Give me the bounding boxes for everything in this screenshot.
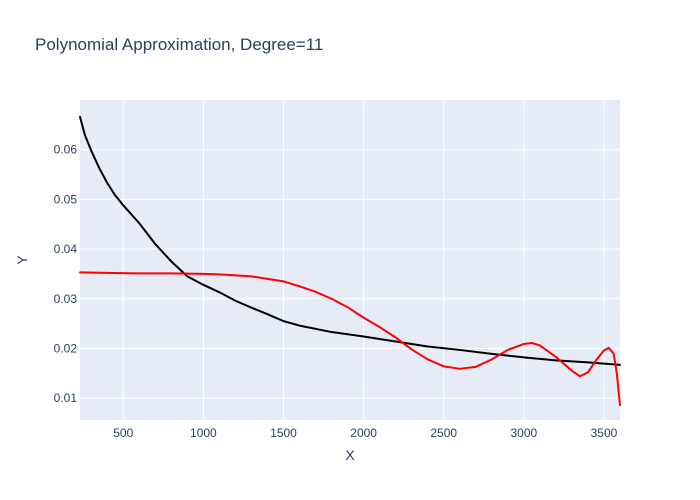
x-axis-title: X xyxy=(345,447,355,463)
y-tick-label: 0.05 xyxy=(54,192,78,206)
y-tick-label: 0.06 xyxy=(54,143,78,157)
x-tick-label: 3000 xyxy=(511,426,538,440)
x-gridlines xyxy=(122,100,605,420)
y-tick-labels: 0.01 0.02 0.03 0.04 0.05 0.06 xyxy=(54,143,78,405)
series-line-1 xyxy=(79,271,621,407)
x-tick-label: 1000 xyxy=(190,426,217,440)
x-tick-label: 1500 xyxy=(270,426,297,440)
y-tick-label: 0.01 xyxy=(54,391,78,405)
plot-area xyxy=(80,100,620,420)
series-layer xyxy=(79,115,621,407)
y-tick-label: 0.04 xyxy=(54,242,78,256)
y-gridlines xyxy=(80,149,620,399)
y-tick-label: 0.02 xyxy=(54,341,78,355)
x-tick-label: 3500 xyxy=(591,426,618,440)
y-tick-label: 0.03 xyxy=(54,292,78,306)
x-tick-labels: 500 1000 1500 2000 2500 3000 3500 xyxy=(113,426,617,440)
y-axis-title: Y xyxy=(14,255,30,265)
x-tick-label: 500 xyxy=(113,426,133,440)
x-tick-label: 2500 xyxy=(430,426,457,440)
series-line-0 xyxy=(79,115,621,366)
chart-title: Polynomial Approximation, Degree=11 xyxy=(35,35,323,54)
x-tick-label: 2000 xyxy=(350,426,377,440)
